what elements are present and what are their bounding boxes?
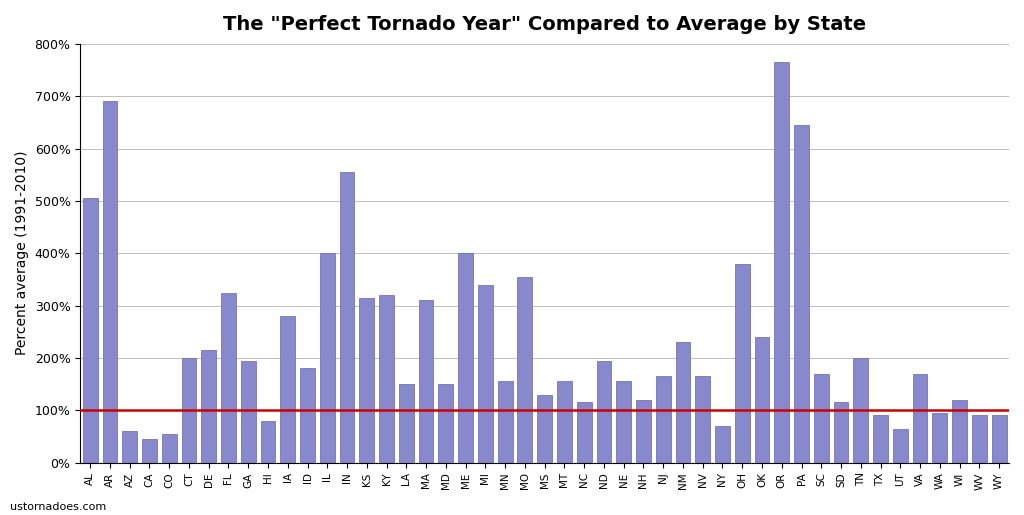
Bar: [972, 416, 987, 462]
Bar: [83, 198, 97, 462]
Bar: [912, 373, 928, 462]
Bar: [735, 264, 750, 462]
Bar: [933, 413, 947, 462]
Bar: [142, 439, 157, 462]
Bar: [478, 285, 493, 462]
Bar: [498, 382, 513, 462]
Bar: [893, 428, 907, 462]
Bar: [162, 434, 176, 462]
Title: The "Perfect Tornado Year" Compared to Average by State: The "Perfect Tornado Year" Compared to A…: [223, 15, 866, 34]
Bar: [814, 373, 828, 462]
Bar: [597, 360, 611, 462]
Bar: [340, 172, 354, 462]
Bar: [379, 295, 394, 462]
Bar: [616, 382, 631, 462]
Bar: [260, 421, 275, 462]
Bar: [655, 376, 671, 462]
Bar: [676, 342, 690, 462]
Bar: [557, 382, 571, 462]
Bar: [281, 316, 295, 462]
Bar: [319, 253, 335, 462]
Bar: [873, 416, 888, 462]
Y-axis label: Percent average (1991-2010): Percent average (1991-2010): [15, 151, 29, 355]
Bar: [438, 384, 454, 462]
Bar: [538, 394, 552, 462]
Bar: [517, 277, 532, 462]
Bar: [241, 360, 256, 462]
Bar: [853, 358, 868, 462]
Bar: [755, 337, 769, 462]
Bar: [359, 298, 374, 462]
Bar: [952, 400, 967, 462]
Bar: [636, 400, 651, 462]
Text: ustornadoes.com: ustornadoes.com: [10, 503, 106, 512]
Bar: [202, 350, 216, 462]
Bar: [458, 253, 473, 462]
Bar: [774, 62, 790, 462]
Bar: [399, 384, 414, 462]
Bar: [181, 358, 197, 462]
Bar: [991, 416, 1007, 462]
Bar: [300, 368, 315, 462]
Bar: [102, 101, 118, 462]
Bar: [122, 431, 137, 462]
Bar: [834, 402, 849, 462]
Bar: [715, 426, 730, 462]
Bar: [695, 376, 710, 462]
Bar: [221, 293, 236, 462]
Bar: [577, 402, 592, 462]
Bar: [794, 125, 809, 462]
Bar: [419, 300, 433, 462]
